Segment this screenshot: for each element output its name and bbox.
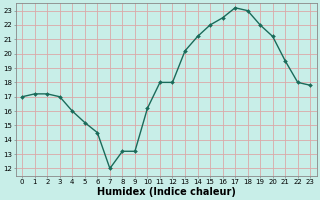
X-axis label: Humidex (Indice chaleur): Humidex (Indice chaleur) <box>97 187 236 197</box>
